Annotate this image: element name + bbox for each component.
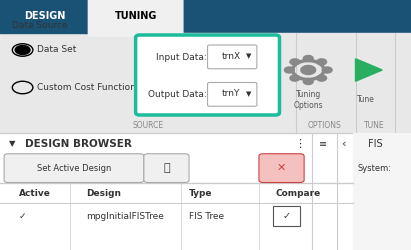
Text: DESIGN BROWSER: DESIGN BROWSER [25,139,132,149]
Text: FIS Tree: FIS Tree [189,212,224,221]
Text: TUNING: TUNING [114,11,157,21]
FancyBboxPatch shape [208,45,257,69]
FancyBboxPatch shape [208,82,257,106]
Circle shape [290,59,300,65]
Text: trnX: trnX [222,52,241,61]
Text: ✓: ✓ [282,211,291,221]
Text: Input Data:: Input Data: [156,53,207,62]
Text: Compare: Compare [275,189,321,198]
FancyBboxPatch shape [273,206,300,226]
Text: Output Data:: Output Data: [148,90,207,100]
Text: ▼: ▼ [246,91,252,97]
FancyBboxPatch shape [88,0,183,36]
Text: DESIGN: DESIGN [25,11,66,21]
Text: ⋮: ⋮ [294,139,306,149]
Polygon shape [356,59,382,81]
FancyBboxPatch shape [4,154,144,182]
FancyBboxPatch shape [144,154,189,182]
Circle shape [301,66,316,74]
Text: Active: Active [18,189,51,198]
Text: SOURCE: SOURCE [132,120,164,130]
Text: Type: Type [189,189,212,198]
Text: TUNE: TUNE [364,120,384,130]
Text: ⎘: ⎘ [163,163,170,173]
Circle shape [322,67,332,73]
Bar [0,32,411,132]
Bar [0,132,395,250]
Circle shape [290,75,300,81]
Text: Data Set: Data Set [37,46,76,54]
FancyBboxPatch shape [136,35,279,115]
Text: FIS: FIS [368,139,383,149]
Text: Data Source: Data Source [12,20,68,30]
Bar [0,0,90,32]
Text: Custom Cost Function: Custom Cost Function [37,83,136,92]
Circle shape [284,67,294,73]
FancyBboxPatch shape [259,154,304,182]
Circle shape [317,75,327,81]
Text: ▼: ▼ [246,53,252,59]
Text: trnY: trnY [222,89,240,98]
Circle shape [317,59,327,65]
Text: Tune: Tune [357,96,375,104]
Text: ‹: ‹ [341,139,345,149]
Circle shape [15,46,30,54]
Text: mpgInitialFISTree: mpgInitialFISTree [86,212,164,221]
Text: ✕: ✕ [277,163,286,173]
Text: OPTIONS: OPTIONS [308,120,342,130]
Text: ≡: ≡ [319,139,327,149]
Bar [353,132,411,250]
Bar [0,0,411,32]
Text: System:: System: [358,164,392,173]
Text: Design: Design [86,189,121,198]
Text: ▼: ▼ [9,139,16,148]
Text: Set Active Design: Set Active Design [37,164,111,173]
Circle shape [303,56,313,62]
Circle shape [303,78,313,84]
Text: ✓: ✓ [18,212,26,221]
Text: Tuning
Options: Tuning Options [293,90,323,110]
